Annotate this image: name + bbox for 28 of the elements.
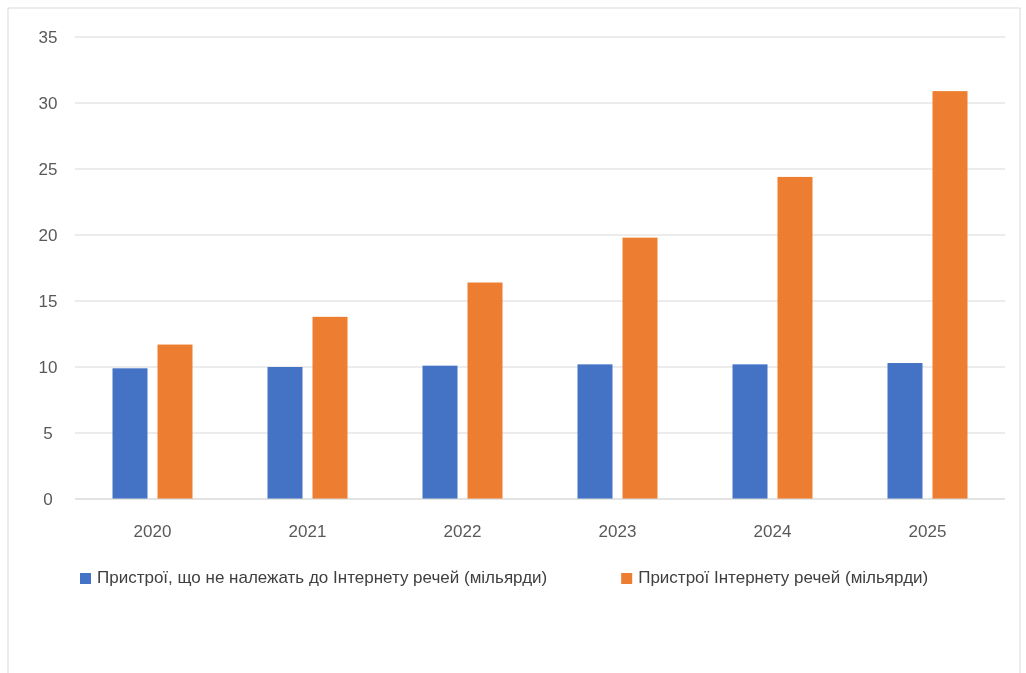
legend-label: Пристрої Інтернету речей (мільярди) bbox=[638, 568, 929, 587]
bar bbox=[422, 365, 458, 499]
y-tick-label: 20 bbox=[38, 225, 58, 245]
bar bbox=[622, 237, 658, 499]
bar bbox=[312, 316, 348, 499]
y-tick-label: 0 bbox=[43, 489, 53, 509]
legend-label: Пристрої, що не належать до Інтернету речей (мільярди) bbox=[97, 568, 548, 587]
y-tick-label: 35 bbox=[38, 27, 58, 47]
y-tick-label: 15 bbox=[38, 291, 58, 311]
x-tick-label: 2023 bbox=[598, 521, 637, 541]
x-tick-label: 2021 bbox=[288, 521, 327, 541]
bar bbox=[577, 364, 613, 499]
x-tick-label: 2024 bbox=[753, 521, 792, 541]
bar bbox=[732, 364, 768, 499]
bar bbox=[467, 282, 503, 499]
bar bbox=[157, 344, 193, 499]
y-tick-label: 10 bbox=[38, 357, 58, 377]
x-tick-label: 2022 bbox=[443, 521, 482, 541]
bar bbox=[932, 91, 968, 499]
x-tick-label: 2025 bbox=[908, 521, 947, 541]
bar bbox=[112, 368, 148, 499]
bar bbox=[267, 367, 303, 499]
y-tick-label: 30 bbox=[38, 93, 58, 113]
y-tick-label: 25 bbox=[38, 159, 58, 179]
x-tick-label: 2020 bbox=[133, 521, 172, 541]
bar bbox=[887, 363, 923, 499]
y-tick-label: 5 bbox=[43, 423, 53, 443]
bar bbox=[777, 176, 813, 499]
